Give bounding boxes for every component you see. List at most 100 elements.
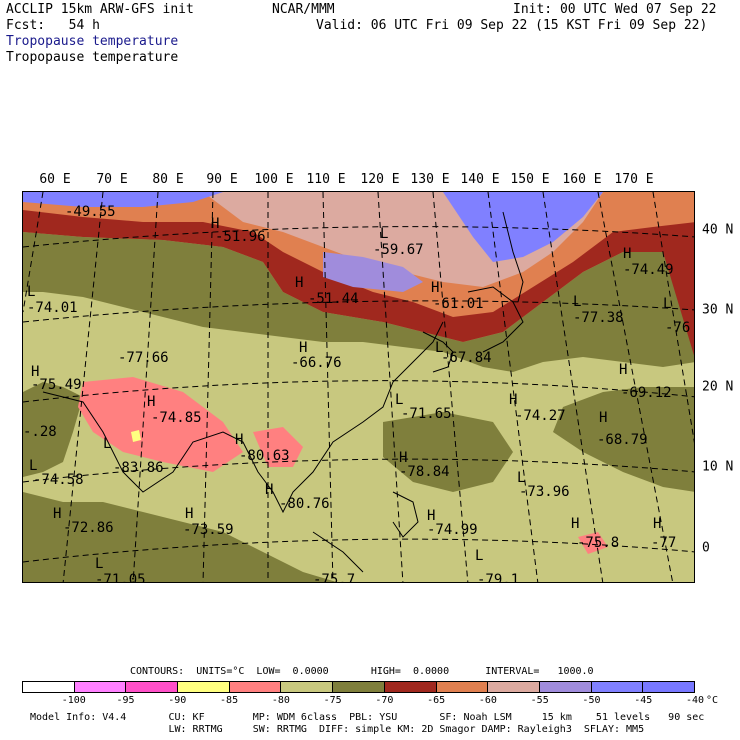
contours-info: CONTOURS: UNITS=°C LOW= 0.0000 HIGH= 0.0… xyxy=(130,666,594,677)
longitude-label: 150 E xyxy=(510,172,550,187)
high-marker: H xyxy=(599,410,607,426)
longitude-label: 160 E xyxy=(562,172,602,187)
high-marker: H xyxy=(431,280,439,296)
field-title-1: Tropopause temperature xyxy=(6,34,179,49)
high-marker: H xyxy=(211,216,219,232)
high-marker: H xyxy=(653,516,661,532)
high-marker: H xyxy=(265,482,273,498)
longitude-label: 170 E xyxy=(614,172,654,187)
low-marker: L xyxy=(475,548,483,564)
high-marker: H xyxy=(31,364,39,380)
temperature-value-label: -74.85 xyxy=(151,410,202,426)
temperature-value-label: -51.96 xyxy=(215,229,266,245)
temperature-value-label: -83.86 xyxy=(113,460,164,476)
longitude-label: 70 E xyxy=(96,172,128,187)
color-scale-tick: -50 xyxy=(582,695,601,706)
temperature-value-label: -59.67 xyxy=(373,242,424,258)
model-title: ACCLIP 15km ARW-GFS init xyxy=(6,2,194,17)
temperature-value-label: -75.8 xyxy=(577,535,619,551)
init-time: Init: 00 UTC Wed 07 Sep 22 xyxy=(513,2,717,17)
region-dark-olive-south xyxy=(23,492,337,582)
graticule xyxy=(23,192,694,582)
region-dark-olive-sw xyxy=(23,382,83,477)
temperature-value-label: -79.1 xyxy=(477,572,519,583)
color-scale-swatch xyxy=(539,682,592,692)
color-scale-swatch xyxy=(126,682,179,692)
latitude-label: 0 xyxy=(702,540,710,556)
temperature-value-label: -77.38 xyxy=(573,310,624,326)
temperature-value-label: -76 xyxy=(665,320,690,336)
low-marker: L xyxy=(573,294,581,310)
region-salmon-3 xyxy=(578,532,608,554)
field-title-2: Tropopause temperature xyxy=(6,50,179,65)
color-scale-tick: -80 xyxy=(271,695,290,706)
longitude-label: 80 E xyxy=(152,172,184,187)
longitude-label: 100 E xyxy=(254,172,294,187)
color-scale-tick: -55 xyxy=(530,695,549,706)
temperature-value-label: -74.01 xyxy=(27,300,78,316)
high-marker: H xyxy=(619,362,627,378)
color-scale-unit: °C xyxy=(705,695,719,706)
color-scale-swatch xyxy=(643,682,694,692)
longitude-label: 140 E xyxy=(460,172,500,187)
temperature-value-label: -74.49 xyxy=(623,262,674,278)
low-marker: L xyxy=(395,392,403,408)
region-yellow xyxy=(131,430,141,442)
color-scale-swatch xyxy=(384,682,437,692)
temperature-value-label: -69.12 xyxy=(621,385,672,401)
low-marker: L xyxy=(103,436,111,452)
high-marker: H xyxy=(623,246,631,262)
color-scale-swatch xyxy=(281,682,334,692)
color-scale-tick: -65 xyxy=(427,695,446,706)
low-marker: L xyxy=(95,556,103,572)
temperature-value-label: -77.66 xyxy=(118,350,169,366)
high-marker: H xyxy=(299,340,307,356)
temperature-value-label: -77 xyxy=(651,535,676,551)
temperature-value-label: -66.76 xyxy=(291,355,342,371)
longitude-label: 130 E xyxy=(410,172,450,187)
latitude-label: 10 N xyxy=(702,459,734,475)
temperature-value-label: -.28 xyxy=(23,424,57,440)
tropopause-temperature-map: -49.55 -51.96 -59.67 -74.49 -74.01 -51.44 -61.… xyxy=(22,191,695,583)
high-marker: H xyxy=(235,432,243,448)
map-value-labels: -49.55 -51.96 -59.67 -74.49 -74.01 -51.44 -61.… xyxy=(23,204,690,583)
temperature-value-label: -67.84 xyxy=(441,350,492,366)
temperature-value-label: -71.65 xyxy=(401,406,452,422)
longitude-label: 110 E xyxy=(306,172,346,187)
color-scale-swatch xyxy=(591,682,644,692)
color-scale-swatch xyxy=(488,682,540,692)
color-scale-tick: -75 xyxy=(323,695,342,706)
temperature-value-label: -75.49 xyxy=(31,377,82,393)
region-salmon-2 xyxy=(253,427,303,467)
temperature-value-label: -80.63 xyxy=(239,448,290,464)
temperature-value-label: -74.27 xyxy=(515,408,566,424)
temperature-value-label: -68.79 xyxy=(597,432,648,448)
temperature-value-label: -80.76 xyxy=(279,496,330,512)
high-marker: H xyxy=(427,508,435,524)
temperature-value-label: -61.01 xyxy=(433,296,484,312)
low-marker: L xyxy=(27,284,35,300)
region-lavender xyxy=(323,252,423,292)
coastlines xyxy=(42,211,524,573)
color-scale-swatch xyxy=(23,682,75,692)
color-scale-tick: -70 xyxy=(375,695,394,706)
temperature-value-label: -73.96 xyxy=(519,484,570,500)
color-scale-tick: -85 xyxy=(220,695,239,706)
region-salmon-1 xyxy=(78,377,243,472)
color-scale-swatch xyxy=(74,682,127,692)
low-marker: L xyxy=(380,226,388,242)
temperature-value-label: -51.44 xyxy=(308,291,359,307)
high-marker: H xyxy=(509,392,517,408)
color-scale-tick: -100 xyxy=(61,695,86,706)
low-marker: L xyxy=(517,470,525,486)
color-scale-swatch xyxy=(333,682,385,692)
center-label: NCAR/MMM xyxy=(272,2,335,17)
longitude-label: 120 E xyxy=(360,172,400,187)
color-scale-tick: -95 xyxy=(116,695,135,706)
high-marker: H xyxy=(147,394,155,410)
latitude-label: 20 N xyxy=(702,379,734,395)
color-scale-swatch xyxy=(178,682,230,692)
model-info-line-2: LW: RRTMG SW: RRTMG DIFF: simple KM: 2D … xyxy=(30,724,645,735)
high-marker: H xyxy=(295,275,303,291)
temperature-value-label: -49.55 xyxy=(65,204,116,220)
